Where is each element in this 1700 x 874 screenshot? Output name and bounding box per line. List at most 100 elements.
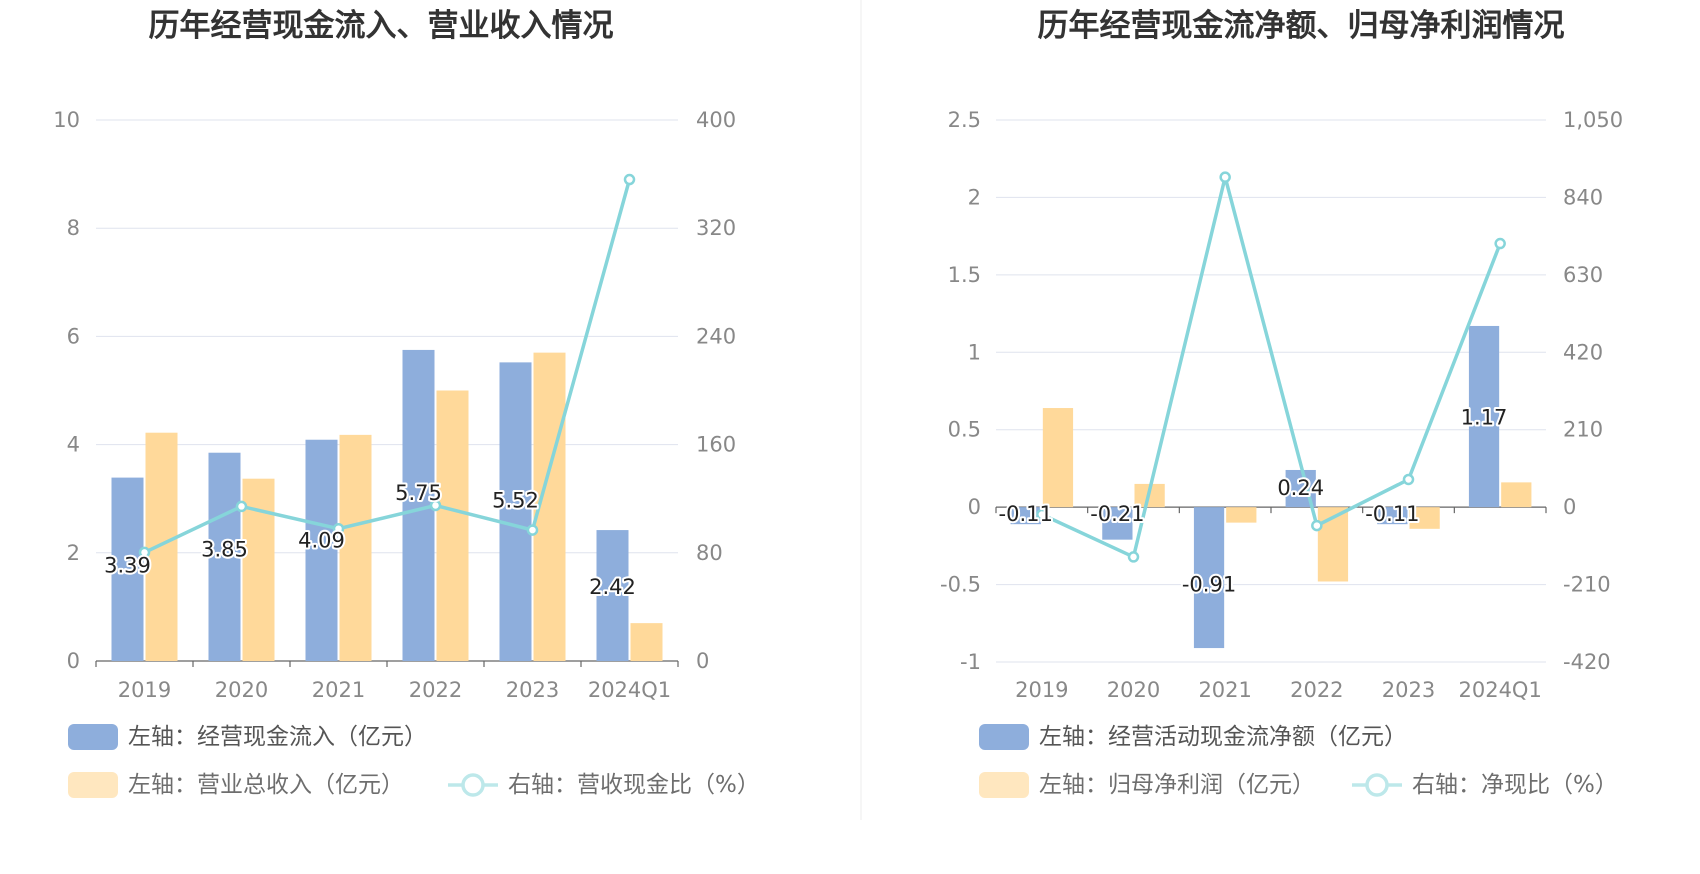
bar-primary xyxy=(111,477,144,661)
left-axis-tick: 1 xyxy=(968,340,981,364)
data-label: 3.85 xyxy=(201,538,248,562)
data-label: 2.42 xyxy=(589,575,636,599)
bar-primary xyxy=(208,452,241,661)
right-axis-tick: 320 xyxy=(696,216,736,240)
chart-net-cashflow-profit: 历年经营现金流净额、归母净利润情况 -1 -0.5 0 0.5 1 1.5 2 2.5 -420 -… xyxy=(940,8,1623,798)
data-label: 0.24 xyxy=(1277,476,1324,500)
ratio-line-point xyxy=(1219,171,1231,183)
bar-primary xyxy=(1377,507,1408,525)
ratio-line-point xyxy=(1494,237,1506,250)
legend-swatch-line-marker xyxy=(1365,773,1389,797)
left-axis-tick: 4 xyxy=(67,433,80,457)
ratio-line xyxy=(143,179,632,554)
bar-secondary xyxy=(436,390,469,661)
left-axis-tick: 6 xyxy=(67,324,80,348)
x-axis-category-label: 2020 xyxy=(1107,678,1160,702)
left-axis-tick: -1 xyxy=(960,650,981,674)
legend-label: 左轴：经营活动现金流净额（亿元） xyxy=(1039,724,1407,750)
left-axis-tick: 1.5 xyxy=(948,263,981,287)
x-axis-category-label: 2022 xyxy=(409,678,462,702)
right-axis-tick: 1,050 xyxy=(1563,108,1623,132)
legend-label: 左轴：营业总收入（亿元） xyxy=(128,772,404,798)
right-axis-tick: 420 xyxy=(1563,340,1603,364)
legend-swatch-bar xyxy=(979,772,1029,798)
legend-swatch-line-marker xyxy=(461,773,485,797)
x-axis-category-label: 2024Q1 xyxy=(1458,678,1541,702)
ratio-line-point xyxy=(526,524,539,536)
left-axis-tick: 2 xyxy=(968,185,981,209)
data-label: -0.11 xyxy=(1365,502,1419,526)
bar-secondary xyxy=(339,434,372,661)
bar-primary xyxy=(1468,325,1500,508)
data-label: 5.52 xyxy=(492,488,539,512)
right-axis-tick: 400 xyxy=(696,108,736,132)
data-label: 1.17 xyxy=(1461,406,1508,430)
legend-swatch-bar xyxy=(68,772,118,798)
data-label: 4.09 xyxy=(298,529,345,553)
bar-secondary xyxy=(145,432,178,661)
x-axis-category-label: 2019 xyxy=(1015,678,1068,702)
data-label: -0.91 xyxy=(1182,573,1236,597)
chart-title: 历年经营现金流净额、归母净利润情况 xyxy=(1038,8,1565,44)
bar-secondary xyxy=(1501,482,1532,508)
left-axis-tick: -0.5 xyxy=(940,573,981,597)
right-axis-tick: -420 xyxy=(1563,650,1611,674)
left-axis-tick: 0 xyxy=(968,495,981,519)
right-axis-tick: 0 xyxy=(1563,495,1576,519)
right-axis-tick: 630 xyxy=(1563,263,1603,287)
x-axis-category-label: 2021 xyxy=(312,678,365,702)
legend-swatch-bar xyxy=(979,724,1029,750)
ratio-line-point xyxy=(623,173,636,186)
x-axis-category-label: 2020 xyxy=(215,678,268,702)
right-axis-tick: 240 xyxy=(696,324,736,348)
right-axis-tick: 80 xyxy=(696,541,723,565)
bar-secondary xyxy=(630,623,663,661)
x-axis-category-label: 2023 xyxy=(506,678,559,702)
x-axis-category-label: 2023 xyxy=(1382,678,1435,702)
legend-label: 右轴：净现比（%） xyxy=(1412,772,1618,798)
left-axis-tick: 8 xyxy=(67,216,80,240)
left-axis-tick: 10 xyxy=(53,108,80,132)
legend-label: 左轴：经营现金流入（亿元） xyxy=(128,724,427,750)
bar-primary xyxy=(596,530,629,661)
bar-secondary xyxy=(1042,408,1074,508)
data-label: 5.75 xyxy=(395,481,442,505)
bar-primary xyxy=(1193,507,1225,649)
x-axis-category-label: 2024Q1 xyxy=(588,678,671,702)
ratio-line-point xyxy=(1402,473,1415,486)
bar-secondary xyxy=(1226,507,1257,523)
data-label: 3.39 xyxy=(104,554,151,578)
x-axis-category-label: 2022 xyxy=(1290,678,1343,702)
chart-title: 历年经营现金流入、营业收入情况 xyxy=(149,8,614,44)
ratio-line-point xyxy=(235,500,248,513)
x-axis-category-label: 2019 xyxy=(118,678,171,702)
ratio-line-point xyxy=(138,546,151,559)
left-axis-tick: 0 xyxy=(67,649,80,673)
x-axis-category-label: 2021 xyxy=(1198,678,1251,702)
ratio-line xyxy=(1041,176,1502,560)
left-axis-tick: 2.5 xyxy=(948,108,981,132)
right-axis-tick: 0 xyxy=(696,649,709,673)
bar-primary xyxy=(499,362,532,661)
bar-secondary xyxy=(1409,507,1440,529)
ratio-line-point xyxy=(1311,519,1323,532)
bar-primary xyxy=(1102,507,1133,540)
legend-swatch-bar xyxy=(68,724,118,750)
legend-label: 左轴：归母净利润（亿元） xyxy=(1039,772,1315,798)
right-axis-tick: 840 xyxy=(1563,185,1603,209)
data-label: -0.21 xyxy=(1090,502,1144,526)
data-label: -0.11 xyxy=(999,502,1053,526)
ratio-line-point xyxy=(1127,551,1140,563)
bar-primary xyxy=(305,439,338,661)
left-axis-tick: 2 xyxy=(67,541,80,565)
left-axis-tick: 0.5 xyxy=(948,418,981,442)
ratio-line-point xyxy=(1036,508,1048,521)
right-axis-tick: 160 xyxy=(696,433,736,457)
right-axis-tick: 210 xyxy=(1563,418,1603,442)
bar-secondary xyxy=(1317,507,1349,582)
ratio-line-point xyxy=(332,522,345,535)
bar-primary xyxy=(1010,507,1041,525)
chart-cash-inflow-revenue: 历年经营现金流入、营业收入情况 0 2 4 6 8 10 0 80 160 240 320 400 201… xyxy=(53,8,760,798)
ratio-line-point xyxy=(429,499,442,512)
